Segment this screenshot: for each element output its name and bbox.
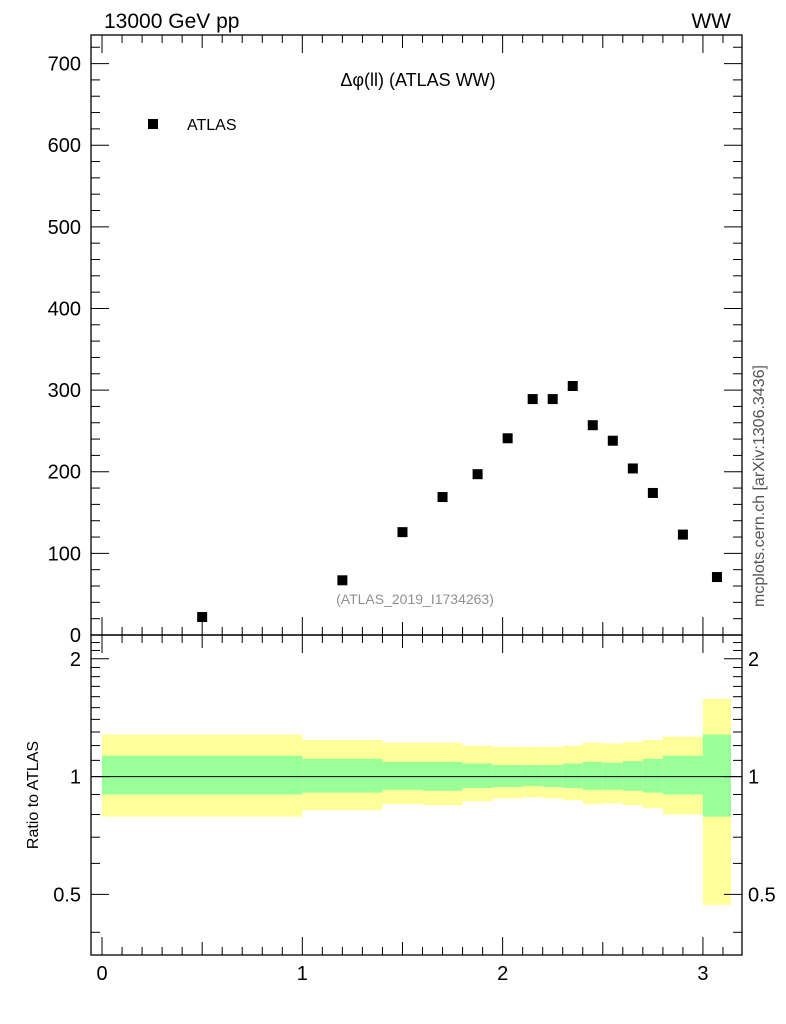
ratio-inner-band-12	[642, 758, 663, 793]
data-point-atlas	[711, 572, 722, 583]
x-tick-label: 2	[497, 963, 508, 985]
energy-label: 13000 GeV pp	[104, 10, 239, 33]
data-point-atlas	[337, 575, 348, 586]
legend-marker-atlas	[148, 119, 158, 129]
ratio-y-tick-label-left: 1	[70, 767, 81, 789]
ratio-y-tick-label-right: 1	[748, 767, 759, 789]
ratio-y-tick-label-left: 2	[70, 649, 81, 671]
ratio-y-tick-label-left: 0.5	[53, 884, 81, 906]
side-source-label: mcplots.cern.ch [arXiv:1306.3436]	[751, 365, 768, 607]
legend-label-atlas: ATLAS	[187, 117, 237, 134]
data-point-atlas	[472, 469, 483, 480]
ratio-y-axis-label: Ratio to ATLAS	[25, 741, 42, 849]
ratio-inner-band-1	[302, 758, 383, 793]
ratio-inner-band-6	[522, 765, 543, 787]
ratio-inner-band-9	[582, 761, 603, 790]
main-y-tick-label: 600	[48, 135, 81, 157]
ratio-x-tick-labels: 0 1 2 3	[96, 963, 708, 985]
data-point-atlas	[527, 394, 538, 405]
main-y-tick-label: 100	[48, 543, 81, 565]
data-point-atlas	[587, 420, 598, 431]
x-tick-label: 3	[697, 963, 708, 985]
main-y-tick-label: 500	[48, 217, 81, 239]
process-label: WW	[691, 10, 731, 33]
ratio-inner-band-13	[662, 755, 703, 795]
main-y-tick-label: 400	[48, 298, 81, 320]
ratio-panel-ticks	[91, 635, 742, 955]
x-tick-label: 1	[297, 963, 308, 985]
ratio-y-tick-labels: 0.5 0.5 1 1 2 2	[53, 649, 776, 907]
main-panel-ticks	[91, 35, 742, 636]
data-point-atlas	[647, 487, 658, 498]
ratio-inner-band-4	[462, 763, 493, 788]
ratio-inner-band-8	[562, 763, 583, 788]
main-y-tick-label: 700	[48, 54, 81, 76]
ratio-panel-frame	[90, 634, 743, 956]
data-point-atlas	[197, 612, 208, 623]
ratio-y-tick-label-right: 0.5	[748, 884, 776, 906]
atlas-data-points	[197, 381, 722, 623]
data-point-atlas	[547, 394, 558, 405]
ratio-inner-band-11	[622, 761, 643, 791]
data-point-atlas	[567, 381, 578, 392]
data-point-atlas	[607, 435, 618, 446]
main-y-tick-labels: 0 100 200 300 400 500 600 700	[48, 54, 81, 647]
ratio-inner-band-14	[702, 734, 731, 817]
ratio-inner-band-2	[382, 761, 423, 790]
data-point-atlas	[437, 492, 448, 503]
ratio-y-tick-label-right: 2	[748, 649, 759, 671]
main-y-tick-label: 200	[48, 462, 81, 484]
x-tick-label: 0	[96, 963, 107, 985]
ratio-inner-band-0	[102, 755, 303, 795]
data-point-atlas	[627, 463, 638, 474]
chart-title: Δφ(ll) (ATLAS WW)	[340, 70, 495, 90]
data-point-atlas	[502, 433, 513, 444]
main-y-tick-label: 300	[48, 380, 81, 402]
data-point-atlas	[397, 527, 408, 538]
data-point-atlas	[677, 529, 688, 540]
ratio-uncertainty-bands	[102, 698, 731, 905]
analysis-reference: (ATLAS_2019_I1734263)	[336, 591, 494, 607]
main-y-tick-label: 0	[70, 625, 81, 647]
